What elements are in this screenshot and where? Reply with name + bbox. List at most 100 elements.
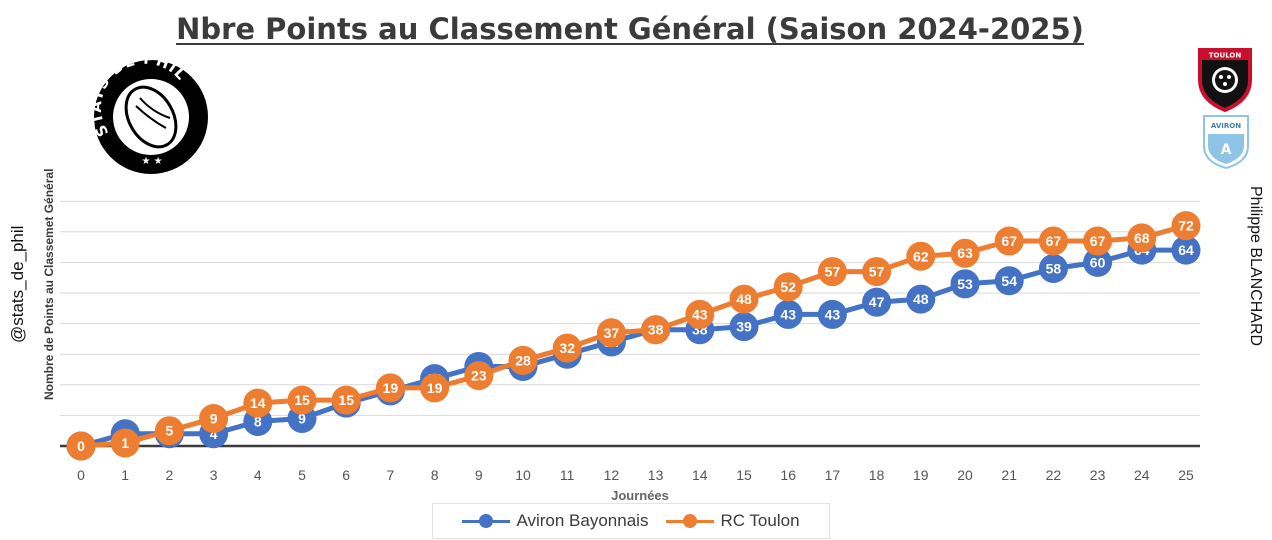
x-tick-label: 2	[166, 467, 174, 483]
data-point-toulon: 67	[1038, 226, 1068, 256]
data-label-toulon: 15	[294, 392, 310, 408]
x-tick-label: 25	[1178, 467, 1194, 483]
data-label-toulon: 19	[427, 380, 443, 396]
marker-toulon	[950, 238, 980, 268]
data-point-toulon: 43	[685, 299, 715, 329]
data-label-toulon: 63	[957, 245, 973, 261]
marker-aviron	[773, 299, 803, 329]
data-point-toulon: 38	[641, 315, 671, 345]
x-tick-label: 5	[298, 467, 306, 483]
data-point-toulon: 14	[243, 388, 273, 418]
x-tick-label: 21	[1001, 467, 1017, 483]
data-label-aviron: 47	[869, 294, 885, 310]
data-point-toulon: 62	[906, 241, 936, 271]
marker-toulon	[729, 284, 759, 314]
toulon-logo-text: TOULON	[1209, 52, 1242, 60]
data-point-aviron: 54	[994, 266, 1024, 296]
data-label-aviron: 48	[913, 291, 929, 307]
x-tick-label: 14	[692, 467, 708, 483]
marker-aviron	[1038, 254, 1068, 284]
data-label-aviron: 53	[957, 276, 973, 292]
data-label-aviron: 58	[1046, 261, 1062, 277]
data-point-aviron: 64	[1171, 235, 1201, 265]
legend-swatch-toulon	[666, 514, 715, 528]
marker-toulon	[1171, 211, 1201, 241]
legend-item-aviron: Aviron Bayonnais	[462, 511, 648, 531]
x-tick-label: 15	[736, 467, 752, 483]
data-point-toulon: 0	[66, 431, 96, 461]
marker-toulon	[420, 373, 450, 403]
data-point-toulon: 63	[950, 238, 980, 268]
marker-toulon	[464, 361, 494, 391]
data-label-toulon: 72	[1178, 218, 1194, 234]
marker-aviron	[1171, 235, 1201, 265]
x-tick-label: 0	[77, 467, 85, 483]
data-label-aviron: 4	[210, 426, 218, 442]
marker-aviron	[862, 287, 892, 317]
stats-de-phil-logo: STATS DE PHIL ★ ★	[92, 58, 208, 174]
marker-aviron	[1083, 247, 1113, 277]
marker-toulon	[199, 403, 229, 433]
svg-text:A: A	[1221, 142, 1232, 158]
legend-swatch-aviron	[462, 514, 511, 528]
data-point-aviron: 53	[950, 269, 980, 299]
axes: 0 1 2 3 4 5 6 7 8 9 10 11 12 13 14 15 16 17 18 19 20 21 22 23 24…	[60, 444, 1200, 483]
data-point-toulon: 52	[773, 272, 803, 302]
data-label-toulon: 5	[166, 423, 174, 439]
data-point-toulon: 57	[817, 257, 847, 287]
data-label-toulon: 14	[250, 395, 266, 411]
marker-toulon	[773, 272, 803, 302]
x-tick-label: 1	[121, 467, 129, 483]
data-label-toulon: 15	[338, 392, 354, 408]
x-tick-label: 24	[1134, 467, 1150, 483]
legend-item-toulon: RC Toulon	[666, 511, 800, 531]
marker-toulon	[685, 299, 715, 329]
data-label-aviron: 60	[1090, 254, 1106, 270]
marker-toulon	[287, 385, 317, 415]
gridlines	[60, 200, 1200, 416]
marker-aviron	[817, 299, 847, 329]
series-group: 0444891418222626303438383943434748535458…	[66, 211, 1201, 461]
marker-toulon	[1127, 223, 1157, 253]
data-label-toulon: 67	[1090, 233, 1106, 249]
data-label-toulon: 57	[825, 264, 841, 280]
x-tick-label: 11	[560, 467, 575, 483]
data-label-toulon: 38	[648, 322, 664, 338]
data-point-toulon: 1	[110, 428, 140, 458]
data-point-toulon: 28	[508, 345, 538, 375]
x-tick-label: 19	[913, 467, 929, 483]
data-point-toulon: 5	[154, 416, 184, 446]
chart-title: Nbre Points au Classement Général (Saiso…	[176, 12, 1084, 46]
data-point-toulon: 48	[729, 284, 759, 314]
data-label-aviron: 8	[254, 414, 262, 430]
marker-aviron	[906, 284, 936, 314]
data-point-toulon: 67	[1083, 226, 1113, 256]
data-point-toulon: 72	[1171, 211, 1201, 241]
data-point-aviron: 39	[729, 312, 759, 342]
data-point-aviron: 43	[817, 299, 847, 329]
marker-aviron	[994, 266, 1024, 296]
aviron-logo-text: AVIRON	[1211, 122, 1241, 130]
marker-toulon	[110, 428, 140, 458]
marker-toulon	[1083, 226, 1113, 256]
data-label-toulon: 37	[604, 325, 620, 341]
data-point-toulon: 67	[994, 226, 1024, 256]
x-tick-label: 12	[604, 467, 620, 483]
x-tick-label: 9	[475, 467, 483, 483]
data-point-toulon: 68	[1127, 223, 1157, 253]
marker-toulon	[1038, 226, 1068, 256]
marker-toulon	[66, 431, 96, 461]
data-point-toulon: 19	[420, 373, 450, 403]
x-tick-label: 8	[431, 467, 439, 483]
legend: Aviron Bayonnais RC Toulon	[432, 503, 830, 539]
data-label-toulon: 1	[121, 435, 129, 451]
marker-toulon	[906, 241, 936, 271]
marker-toulon	[552, 333, 582, 363]
marker-toulon	[641, 315, 671, 345]
data-label-aviron: 9	[298, 410, 306, 426]
x-tick-label: 4	[254, 467, 262, 483]
data-label-toulon: 28	[515, 352, 531, 368]
x-tick-label: 7	[387, 467, 395, 483]
data-point-toulon: 32	[552, 333, 582, 363]
